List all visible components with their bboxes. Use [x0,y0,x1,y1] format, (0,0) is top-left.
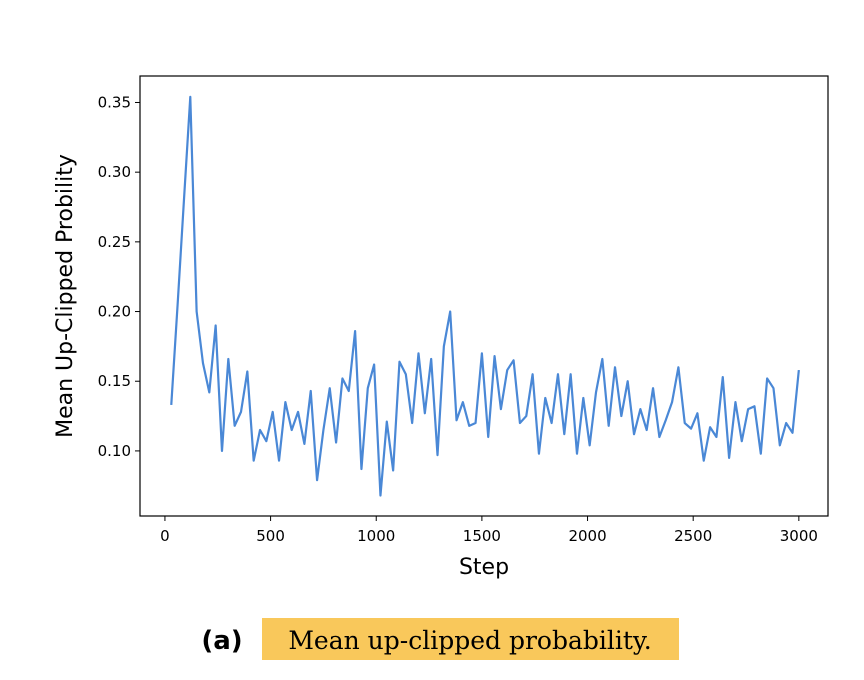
y-tick-label: 0.20 [98,303,131,321]
y-tick-label: 0.30 [98,163,131,181]
x-tick-label: 500 [256,527,285,545]
y-tick-label: 0.15 [98,372,131,390]
data-line [170,95,800,497]
x-tick-label: 3000 [780,527,818,545]
y-axis-label: Mean Up-Clipped Probility [53,154,78,438]
x-tick-label: 2500 [674,527,712,545]
x-tick-label: 1000 [357,527,395,545]
y-tick-label: 0.10 [98,442,131,460]
caption-label: (a) [201,626,242,656]
y-tick-label: 0.25 [98,233,131,251]
x-tick-label: 0 [160,527,170,545]
caption-text: Mean up-clipped probability. [288,626,651,655]
caption-highlight [262,618,679,660]
x-tick-label: 2000 [568,527,606,545]
x-tick-label: 1500 [463,527,501,545]
y-tick-label: 0.35 [98,93,131,111]
x-axis-label: Step [459,555,509,580]
plot-frame [139,75,829,517]
